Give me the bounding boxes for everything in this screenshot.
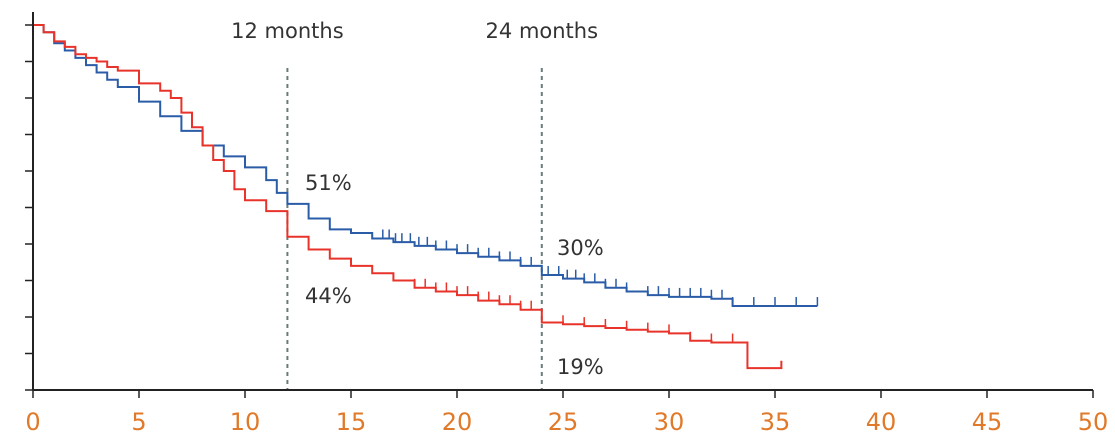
reference-lines [286,68,543,390]
percent-label: 44% [305,284,352,308]
percent-label: 19% [557,355,604,379]
x-tick-label: 45 [972,408,1003,436]
x-tick-label: 40 [866,408,897,436]
x-tick-label: 5 [131,408,146,436]
series-line-1 [33,24,783,370]
reference-line-label: 12 months [231,19,344,43]
reference-line-label: 24 months [486,19,599,43]
x-tick-label: 35 [760,408,791,436]
axes [32,12,1093,391]
x-tick-label: 15 [336,408,367,436]
percent-label: 30% [557,236,604,260]
percent-label: 51% [305,171,352,195]
x-tick-label: 10 [230,408,261,436]
ticks [25,24,1094,398]
series-line-0 [33,24,818,308]
x-tick-label: 20 [442,408,473,436]
labels: 0 5 10 15 20 25 30 35 40 45 50 12 months 24 months 51… [25,19,1108,436]
x-tick-label: 25 [548,408,579,436]
x-tick-label: 50 [1078,408,1109,436]
x-tick-label: 0 [25,408,40,436]
series-layer [33,24,819,370]
x-tick-label: 30 [654,408,685,436]
